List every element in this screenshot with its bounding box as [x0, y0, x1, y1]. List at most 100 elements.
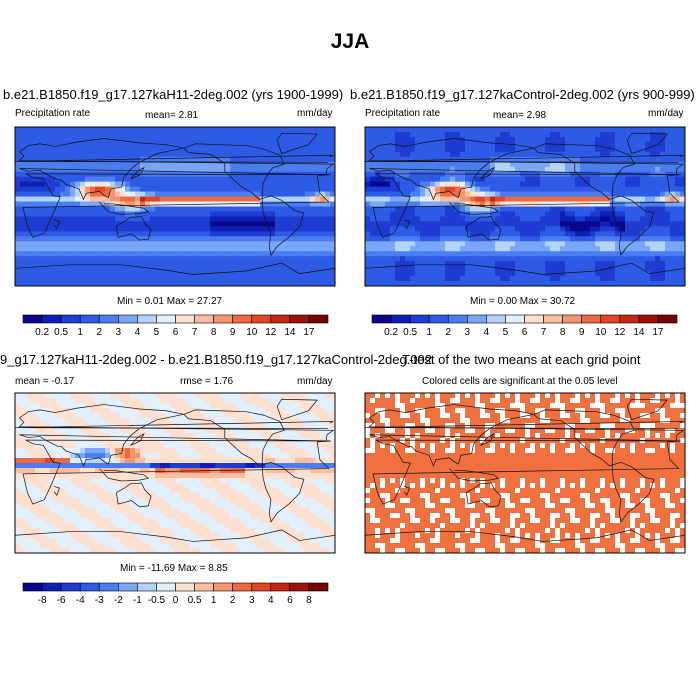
- panel-3-colorbar-swatch: [175, 582, 195, 592]
- panel-3-rmse: rmse = 1.76: [180, 376, 234, 387]
- panel-3-colorbar-swatch: [137, 582, 157, 592]
- panel-1-title: b.e21.B1850.f19_g17.127kaH11-2deg.002 (y…: [3, 87, 344, 102]
- panel-1-map: [14, 126, 336, 287]
- panel-3-colorbar-tick-label: 0: [173, 595, 179, 606]
- panel-2-colorbar-swatch: [371, 314, 392, 324]
- panel-2-colorbar-tick-label: 3: [465, 327, 471, 338]
- panel-1-colorbar-swatch: [289, 314, 310, 324]
- panel-3-colorbar-swatch: [289, 582, 310, 592]
- panel-2-colorbar-tick-label: 1: [426, 327, 432, 338]
- panel-1-mean: mean= 2.81: [145, 110, 199, 121]
- panel-3-colorbar-swatch: [41, 582, 62, 592]
- panel-2-mean: mean= 2.98: [493, 110, 547, 121]
- panel-2-colorbar-swatch: [638, 314, 659, 324]
- panel-1-colorbar-swatch: [175, 314, 195, 324]
- panel-3-colorbar-swatch: [213, 582, 233, 592]
- panel-2-colorbar-swatch: [524, 314, 544, 324]
- panel-4-subtitle: Colored cells are significant at the 0.0…: [422, 376, 618, 387]
- panel-1-colorbar-tick-label: 0.5: [54, 327, 68, 338]
- panel-1-left-label: Precipitation rate: [15, 108, 91, 119]
- panel-2-colorbar-swatch: [447, 314, 468, 324]
- panel-2-colorbar-tick-label: 9: [579, 327, 585, 338]
- panel-3-colorbar-tick-label: -6: [57, 595, 66, 606]
- panel-2-colorbar-swatch: [657, 314, 678, 324]
- panel-3-colorbar-swatch: [22, 582, 43, 592]
- panel-2-colorbar-swatch: [428, 314, 449, 324]
- panel-1-colorbar-tick-label: 7: [192, 327, 198, 338]
- panel-2-colorbar-tick-label: 5: [503, 327, 509, 338]
- panel-1-colorbar-tick-label: 3: [116, 327, 122, 338]
- panel-1-colorbar-tick-label: 8: [211, 327, 217, 338]
- panel-1-colorbar-tick-label: 5: [154, 327, 160, 338]
- panel-3-colorbar: -8 -6 -4 -3 -2 -1 -0.5 0 0.5 1 2 3 4 6 8: [22, 582, 329, 606]
- panel-2-colorbar-swatch: [619, 314, 640, 324]
- panel-2-colorbar-tick-label: 12: [614, 327, 626, 338]
- panel-1-colorbar-tick-label: 12: [265, 327, 277, 338]
- panel-1-colorbar-swatch: [79, 314, 100, 324]
- panel-1-colorbar-tick-label: 2: [96, 327, 102, 338]
- panel-2-colorbar-tick-label: 2: [445, 327, 451, 338]
- panel-1-colorbar-tick-label: 1: [77, 327, 83, 338]
- panel-2-colorbar-tick-label: 17: [652, 327, 664, 338]
- panel-2-colorbar-tick-label: 0.5: [403, 327, 417, 338]
- panel-2-colorbar-tick-label: 14: [633, 327, 645, 338]
- panel-1-colorbar-swatch: [251, 314, 272, 324]
- panel-3-colorbar-tick-label: 3: [249, 595, 255, 606]
- panel-2-colorbar-tick-label: 8: [560, 327, 566, 338]
- panel-1-colorbar-tick-label: 0.2: [35, 327, 49, 338]
- panel-3-colorbar-swatch: [60, 582, 81, 592]
- panel-2-colorbar-swatch: [409, 314, 430, 324]
- panel-1-colorbar-swatch: [22, 314, 43, 324]
- panel-3-colorbar-swatch: [251, 582, 272, 592]
- panel-2-colorbar-tick-label: 0.2: [384, 327, 398, 338]
- panel-2-map: [364, 126, 686, 287]
- panel-2-colorbar-swatch: [543, 314, 563, 324]
- panel-1-colorbar-tick-label: 14: [284, 327, 296, 338]
- panel-2-colorbar-swatch: [600, 314, 621, 324]
- panel-3-colorbar-tick-label: -0.5: [148, 595, 166, 606]
- panel-2-colorbar-swatch: [505, 314, 525, 324]
- panel-3-colorbar-swatch: [232, 582, 253, 592]
- panel-3-colorbar-tick-label: 4: [268, 595, 274, 606]
- panel-4-map: [364, 392, 686, 554]
- panel-2-units: mm/day: [648, 108, 684, 119]
- panel-1-colorbar-tick-label: 17: [303, 327, 315, 338]
- panel-1-units: mm/day: [297, 108, 333, 119]
- panel-1-colorbar-swatch: [98, 314, 119, 324]
- main-title: JJA: [330, 30, 370, 53]
- panel-3-units: mm/day: [297, 376, 333, 387]
- panel-2-colorbar-tick-label: 7: [541, 327, 547, 338]
- panel-3-colorbar-tick-label: 6: [287, 595, 293, 606]
- panel-1-stats: Min = 0.01 Max = 27.27: [117, 296, 223, 307]
- panel-1-colorbar-tick-label: 4: [135, 327, 141, 338]
- panel-3-colorbar-tick-label: -3: [95, 595, 104, 606]
- panel-1-colorbar-swatch: [41, 314, 62, 324]
- panel-3-colorbar-tick-label: -1: [133, 595, 142, 606]
- panel-3-colorbar-tick-label: -8: [38, 595, 47, 606]
- panel-1-colorbar-swatch: [308, 314, 329, 324]
- panel-3-mean: mean = -0.17: [15, 376, 75, 387]
- panel-3-colorbar-swatch: [79, 582, 100, 592]
- panel-2-left-label: Precipitation rate: [365, 108, 441, 119]
- panel-2-colorbar-tick-label: 10: [595, 327, 607, 338]
- panel-2-colorbar: 0.2 0.5 1 2 3 4 5 6 7 8 9 10 12 14 17: [371, 314, 678, 338]
- panel-2-stats: Min = 0.00 Max = 30.72: [470, 296, 576, 307]
- panel-3-colorbar-swatch: [270, 582, 291, 592]
- panel-1-colorbar-tick-label: 9: [230, 327, 236, 338]
- panel-2-colorbar-tick-label: 6: [522, 327, 528, 338]
- panel-1-colorbar-swatch: [118, 314, 138, 324]
- panel-3-colorbar-swatch: [118, 582, 138, 592]
- panel-3-colorbar-tick-label: 8: [306, 595, 312, 606]
- panel-3-colorbar-tick-label: -2: [114, 595, 123, 606]
- panel-2-colorbar-tick-label: 4: [484, 327, 490, 338]
- panel-3-title: 9_g17.127kaH11-2deg.002 - b.e21.B1850.f1…: [0, 352, 432, 367]
- panel-3-colorbar-tick-label: 1: [211, 595, 217, 606]
- panel-1-colorbar-swatch: [270, 314, 291, 324]
- panel-3-map: [14, 392, 336, 554]
- panel-1-colorbar-tick-label: 10: [246, 327, 258, 338]
- panel-1-colorbar-swatch: [232, 314, 253, 324]
- panel-2-colorbar-swatch: [581, 314, 602, 324]
- panel-3-colorbar-swatch: [98, 582, 119, 592]
- panel-2-colorbar-swatch: [390, 314, 411, 324]
- panel-4-title: T-test of the two means at each grid poi…: [402, 352, 641, 367]
